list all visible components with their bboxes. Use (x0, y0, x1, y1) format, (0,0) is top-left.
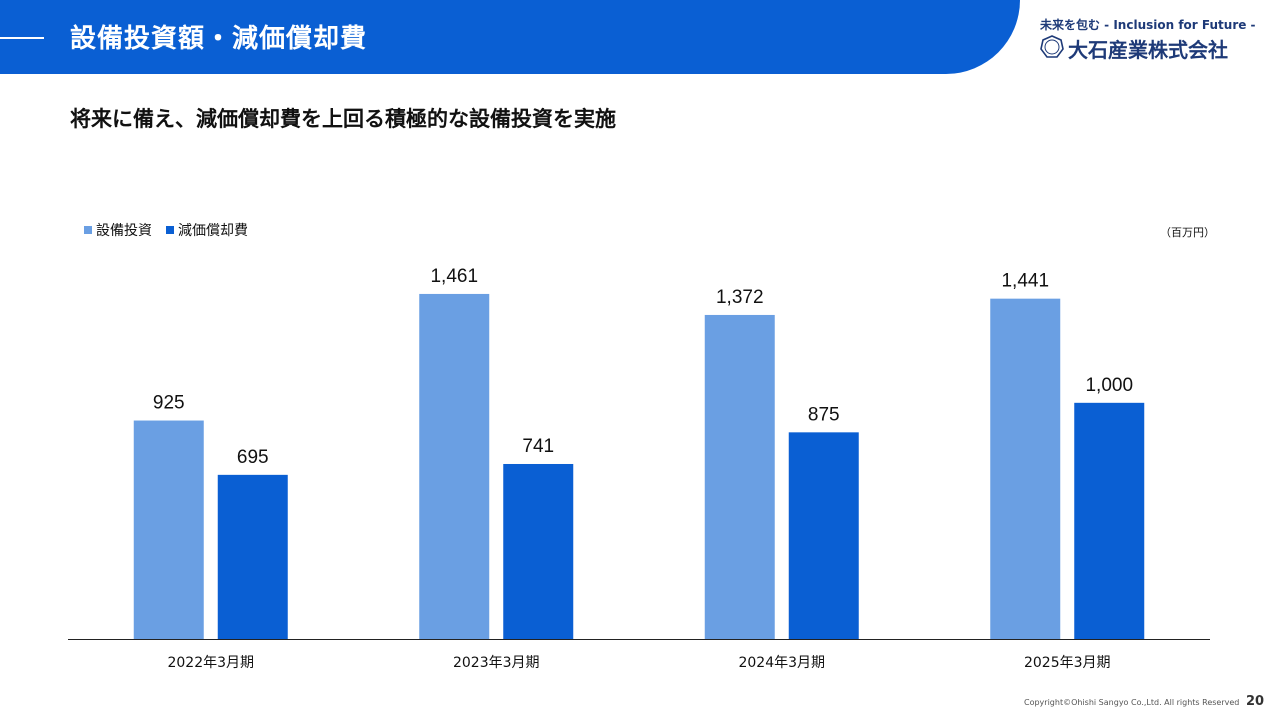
legend-swatch-depreciation (166, 226, 174, 234)
company-name: 大石産業株式会社 (1068, 38, 1228, 62)
x-tick-label-1: 2023年3月期 (453, 655, 540, 671)
x-tick-label-3: 2025年3月期 (1024, 655, 1111, 671)
bar-capex-3 (990, 298, 1061, 639)
page-title: 設備投資額・減価償却費 (70, 24, 368, 54)
data-label-capex-1: 1,461 (430, 266, 478, 287)
bar-depreciation-0 (217, 474, 288, 639)
data-label-depreciation-3: 1,000 (1085, 375, 1133, 396)
legend-label-capex: 設備投資 (96, 223, 152, 239)
data-label-depreciation-0: 695 (237, 447, 269, 468)
chart-legend: 設備投資 減価償却費 (84, 220, 262, 240)
data-label-depreciation-1: 741 (522, 436, 554, 457)
company-logo: 未来を包む - Inclusion for Future - 大石産業株式会社 (1040, 14, 1256, 66)
data-label-capex-3: 1,441 (1001, 271, 1049, 292)
bar-capex-1 (419, 293, 490, 639)
legend-swatch-capex (84, 226, 92, 234)
bar-depreciation-3 (1074, 402, 1145, 639)
x-tick-label-0: 2022年3月期 (167, 655, 254, 671)
legend-label-depreciation: 減価償却費 (178, 223, 248, 239)
x-tick-label-2: 2024年3月期 (738, 655, 825, 671)
data-label-capex-0: 925 (153, 393, 185, 414)
slide-subtitle: 将来に備え、減価償却費を上回る積極的な設備投資を実施 (70, 107, 616, 131)
legend-item-depreciation: 減価償却費 (166, 220, 248, 240)
header-dash (0, 37, 44, 39)
data-label-capex-2: 1,372 (716, 287, 764, 308)
page-number: 20 (1246, 694, 1265, 709)
logo-tagline: 未来を包む - Inclusion for Future - (1040, 18, 1256, 32)
bar-depreciation-2 (788, 432, 859, 639)
bar-capex-2 (704, 314, 775, 639)
bar-capex-0 (133, 420, 204, 639)
legend-item-capex: 設備投資 (84, 220, 152, 240)
footer-copyright: Copyright©Ohishi Sangyo Co.,Ltd. All rig… (1024, 698, 1240, 707)
header-band (0, 0, 1020, 74)
bar-depreciation-1 (503, 463, 574, 639)
unit-label: （百万円） (1160, 226, 1215, 239)
company-emblem-icon (1040, 35, 1064, 58)
data-label-depreciation-2: 875 (808, 404, 840, 425)
